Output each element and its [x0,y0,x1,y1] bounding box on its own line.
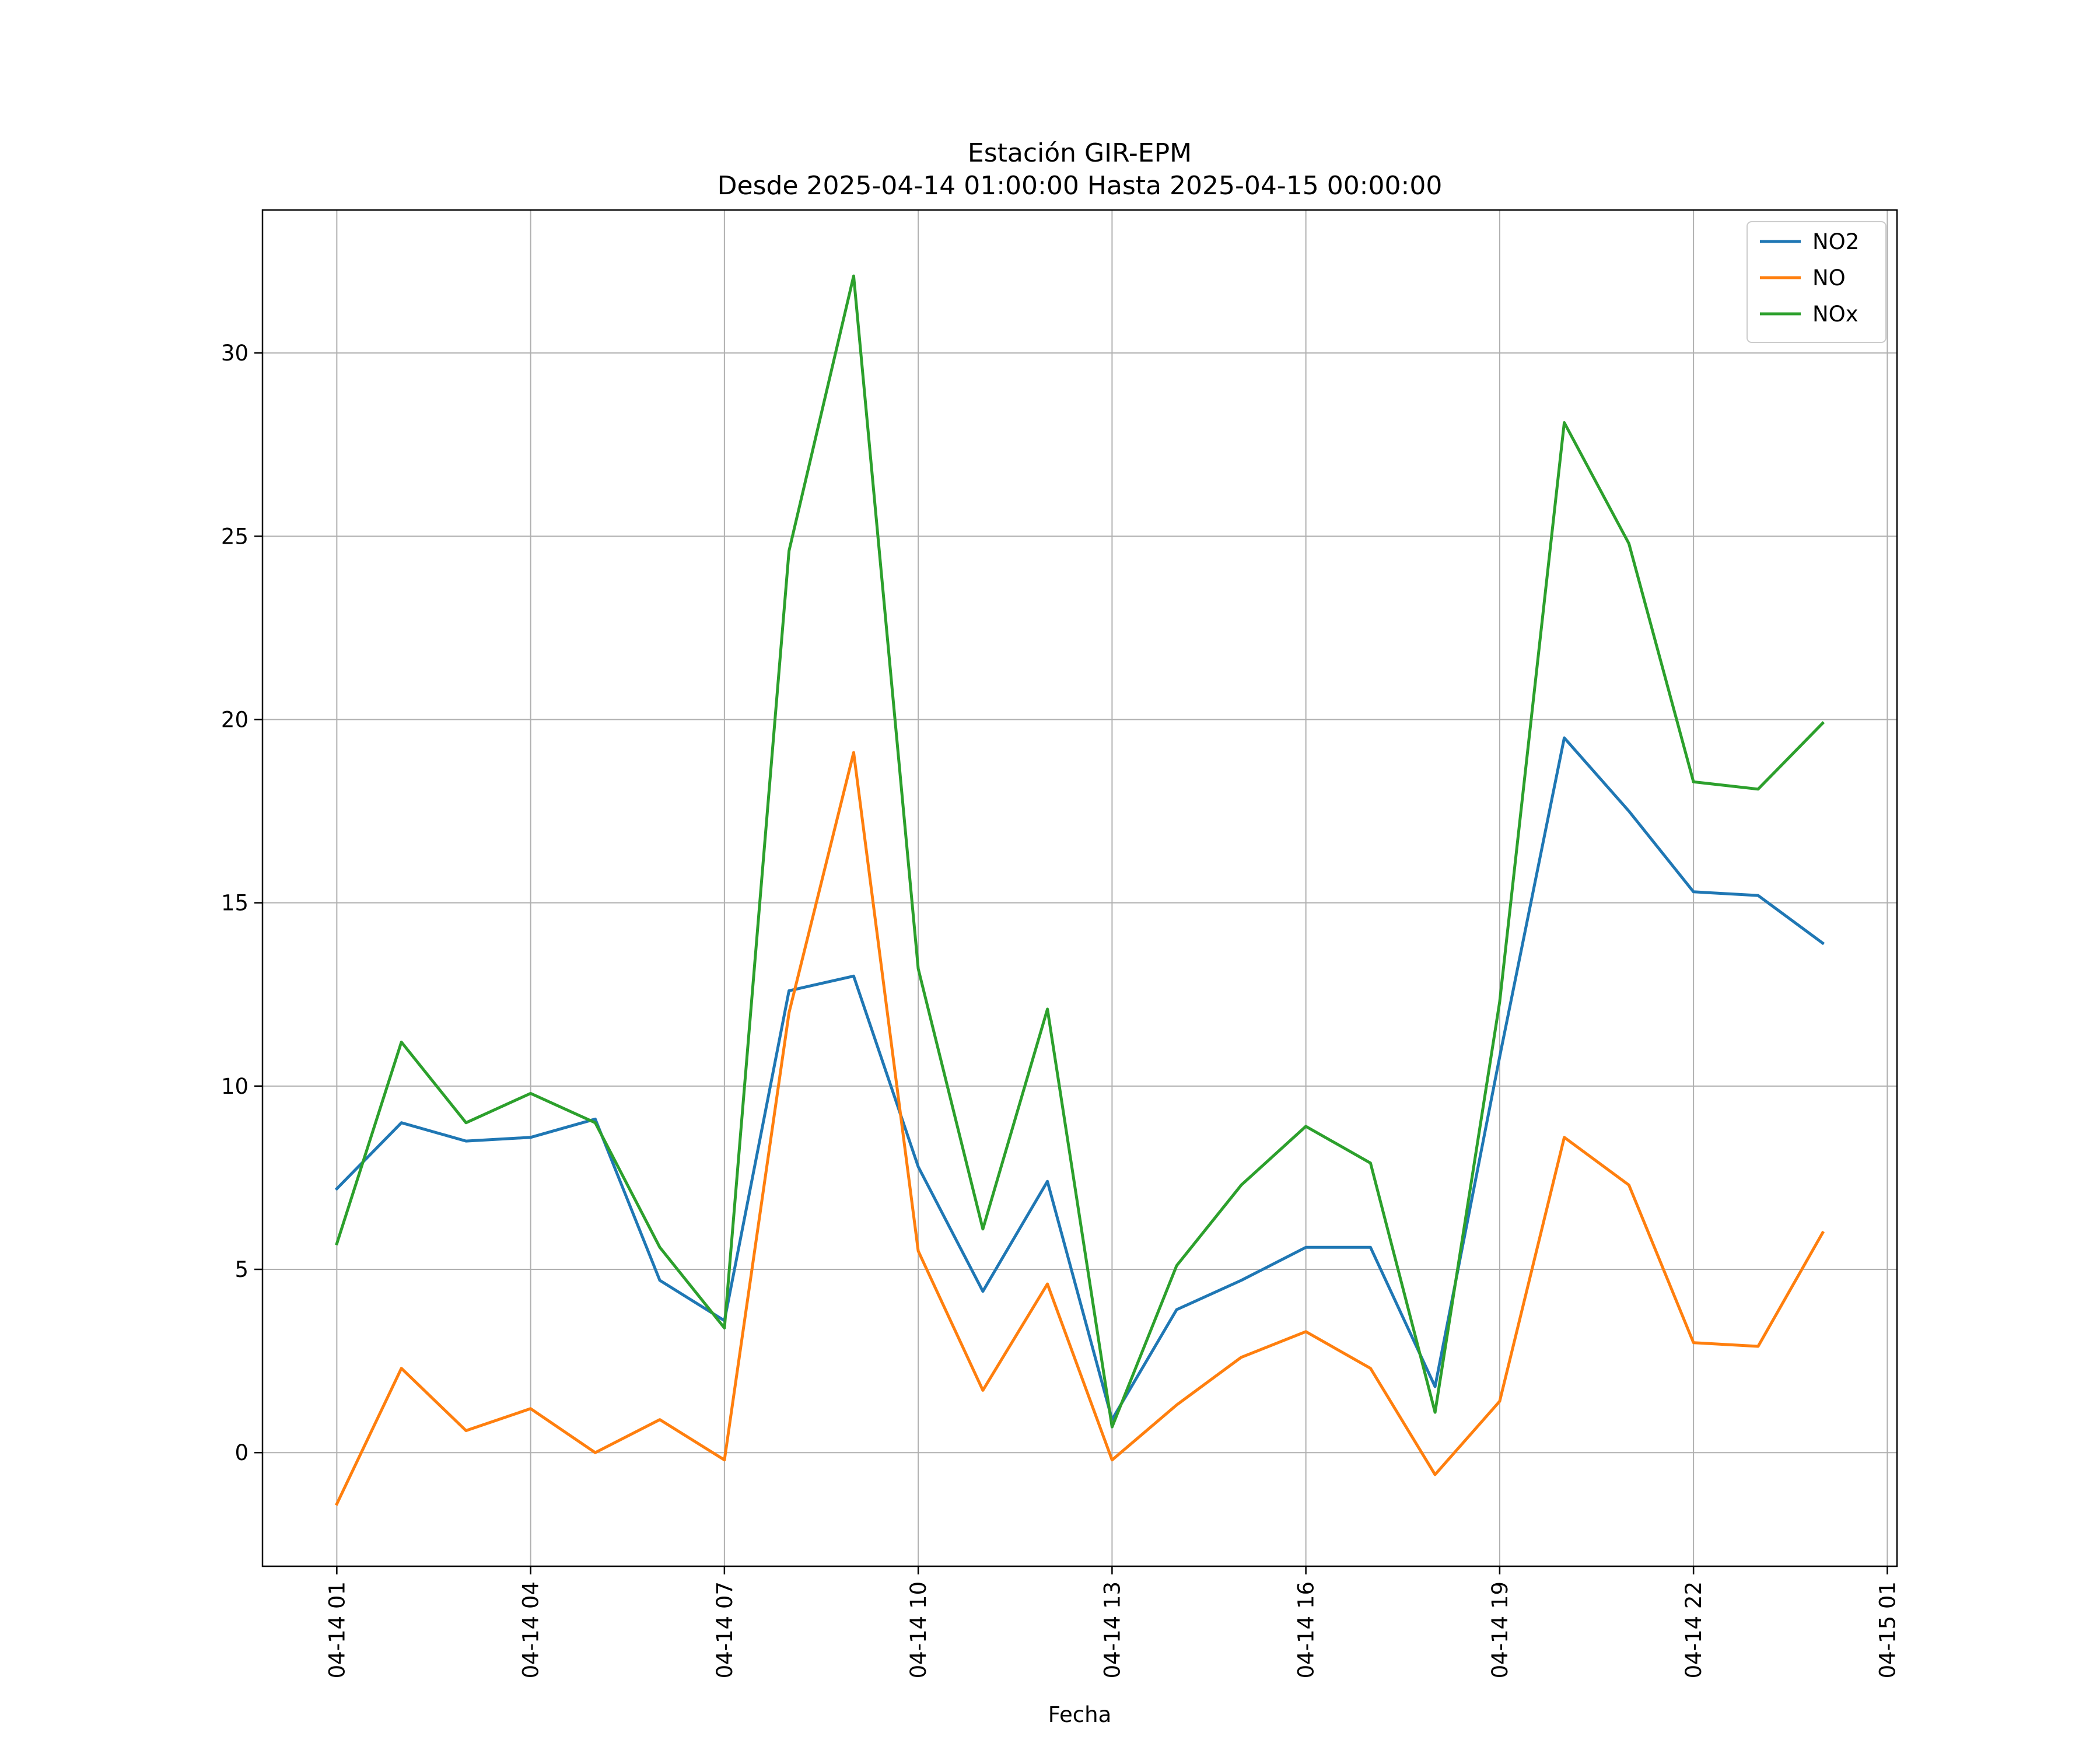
x-axis-label: Fecha [1048,1702,1112,1727]
legend-label-nox: NOx [1812,302,1859,327]
series-line-no2 [334,736,1825,1422]
legend-label-no2: NO2 [1812,229,1859,254]
legend: NO2 NO NOx [1746,221,1887,343]
axis-ticks: 0 5 10 15 20 25 30 04-14 01 04-14 04 04-14 07 04-1… [221,341,1900,1678]
x-tick-label: 04-14 19 [1488,1581,1513,1678]
x-tick-label: 04-14 10 [906,1581,931,1678]
x-tick-label: 04-15 01 [1875,1581,1900,1678]
x-tick-label: 04-14 04 [519,1581,544,1678]
x-tick-label: 04-14 16 [1294,1581,1319,1678]
x-tick-label: 04-14 22 [1681,1581,1706,1678]
y-tick-label: 10 [221,1074,249,1099]
plot-frame [261,209,1898,1567]
legend-box [1746,221,1887,343]
legend-label-no: NO [1812,265,1846,290]
y-tick-label: 15 [221,891,249,916]
y-tick-label: 5 [235,1257,249,1282]
x-tick-label: 04-14 07 [712,1581,737,1678]
grid [262,210,1897,1566]
y-tick-label: 20 [221,707,249,732]
series-line-nox [335,274,1825,1429]
plot-lines [334,274,1825,1506]
y-tick-label: 25 [221,524,249,549]
chart-title: Estación GIR-EPM [968,138,1192,168]
x-tick-label: 04-14 01 [324,1581,349,1678]
y-tick-label: 30 [221,341,249,366]
x-tick-label: 04-14 13 [1100,1581,1125,1678]
series-line-no [335,751,1825,1506]
chart-subtitle: Desde 2025-04-14 01:00:00 Hasta 2025-04-… [718,171,1443,201]
y-tick-label: 0 [235,1440,249,1465]
